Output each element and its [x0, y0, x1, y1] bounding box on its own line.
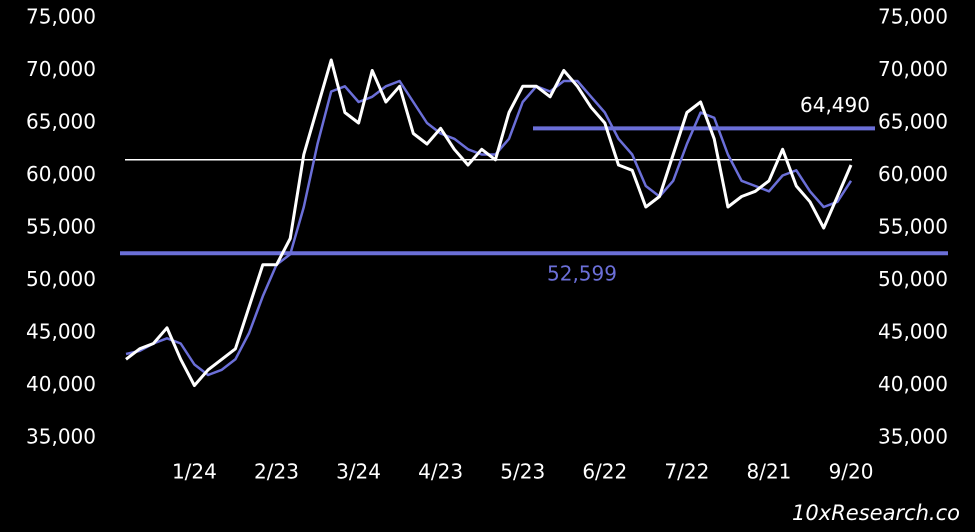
y-tick-label: 70,000	[26, 57, 96, 81]
x-tick-label: 1/24	[172, 460, 217, 484]
y-tick-label: 35,000	[26, 425, 96, 449]
watermark: 10xResearch.co	[792, 501, 960, 525]
y2-tick-label: 40,000	[878, 372, 948, 396]
x-tick-label: 8/21	[746, 460, 791, 484]
y2-tick-label: 65,000	[878, 110, 948, 134]
y-tick-label: 40,000	[26, 372, 96, 396]
x-tick-label: 3/24	[336, 460, 381, 484]
x-tick-label: 9/20	[829, 460, 874, 484]
y-tick-label: 75,000	[26, 5, 96, 29]
y2-tick-label: 60,000	[878, 162, 948, 186]
y-tick-label: 60,000	[26, 162, 96, 186]
y2-tick-label: 55,000	[878, 215, 948, 239]
y-tick-label: 55,000	[26, 215, 96, 239]
y2-tick-label: 70,000	[878, 57, 948, 81]
y-tick-label: 45,000	[26, 320, 96, 344]
y2-tick-label: 35,000	[878, 425, 948, 449]
x-tick-label: 5/23	[500, 460, 545, 484]
series-line	[125, 58, 853, 387]
y-tick-label: 50,000	[26, 267, 96, 291]
x-tick-label: 6/22	[582, 460, 627, 484]
y2-tick-label: 50,000	[878, 267, 948, 291]
y2-tick-label: 45,000	[878, 320, 948, 344]
x-tick-label: 7/22	[664, 460, 709, 484]
x-tick-label: 2/23	[254, 460, 299, 484]
level-label: 52,599	[547, 262, 617, 286]
y2-tick-label: 75,000	[878, 5, 948, 29]
x-tick-label: 4/23	[418, 460, 463, 484]
y-tick-label: 65,000	[26, 110, 96, 134]
level-label: 64,490	[800, 93, 870, 117]
